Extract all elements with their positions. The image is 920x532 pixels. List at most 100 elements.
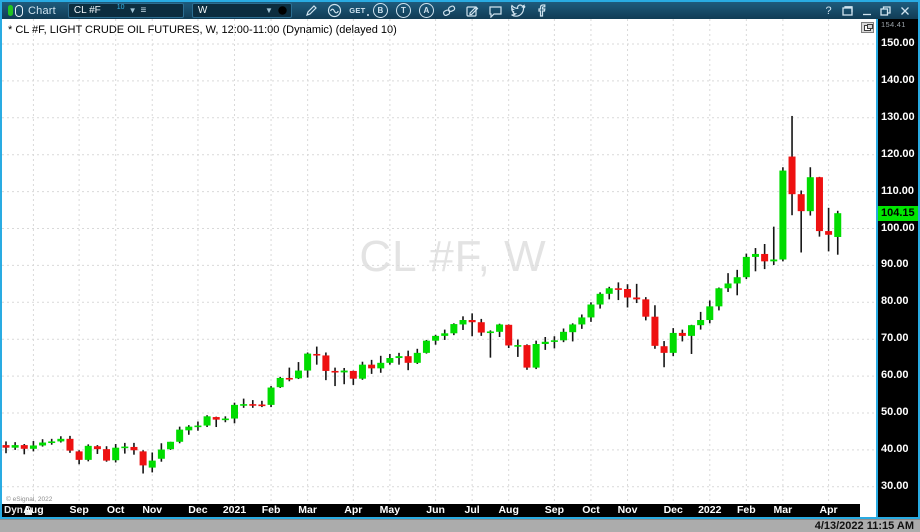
candle-body — [304, 353, 312, 371]
x-axis-label: Mar — [298, 504, 317, 516]
y-axis-label: 70.00 — [881, 332, 909, 345]
x-axis-label: May — [379, 504, 401, 516]
candle-body — [688, 325, 695, 336]
candle-body — [514, 345, 522, 347]
price-scale[interactable]: 154.41 104.15 150.00 140.00 130.00 120.00 11… — [878, 19, 918, 517]
x-axis-label: Apr — [344, 504, 363, 516]
clock-icon — [278, 6, 287, 15]
symbol-dropdown-icon[interactable]: ▼ — [128, 6, 137, 15]
candle-body — [29, 445, 37, 449]
symbol-input[interactable]: CL #F 10 ▼ ≡ — [67, 3, 184, 18]
restore-button[interactable] — [876, 3, 895, 18]
studies-wave-icon[interactable] — [323, 2, 346, 19]
candle-body — [715, 288, 723, 307]
x-axis-label: Mar — [773, 504, 793, 516]
y-axis-label: 50.00 — [881, 406, 909, 418]
x-axis-label: Aug — [498, 504, 519, 516]
x-axis-label: Dec — [188, 504, 208, 516]
candle-body — [203, 416, 211, 426]
candle-body — [103, 449, 111, 461]
minimize-button[interactable] — [857, 3, 876, 18]
close-button[interactable] — [895, 3, 914, 18]
candle-body — [605, 288, 613, 294]
dyn-label: Dyn — [4, 505, 23, 516]
time-axis[interactable]: Dyn Aug Sep Oct Nov Dec 2021 Feb Mar Apr May Jun Ju… — [2, 504, 860, 517]
candle-body — [642, 299, 650, 317]
symbol-menu-icon[interactable]: ≡ — [140, 5, 147, 16]
candlestick-chart[interactable] — [2, 19, 876, 504]
dock-button[interactable] — [838, 3, 857, 18]
candle-body — [395, 356, 403, 359]
twitter-icon[interactable] — [507, 2, 530, 19]
last-price-badge: 104.15 — [878, 205, 918, 221]
circle-b-icon[interactable]: B — [369, 2, 392, 19]
y-axis-label: 150.00 — [881, 37, 915, 49]
circle-a-icon[interactable]: A — [415, 2, 438, 19]
candle-body — [761, 253, 769, 262]
candle-body — [75, 451, 83, 460]
candle-body — [477, 322, 485, 333]
x-axis-label: Feb — [261, 504, 281, 516]
candle-body — [596, 293, 604, 305]
window-title: Chart — [28, 4, 56, 17]
chart-plot-area[interactable]: CL #F, W * CL #F, LIGHT CRUDE OIL FUTURE… — [2, 19, 876, 504]
status-datetime: 4/13/2022 11:15 AM — [814, 520, 914, 532]
interval-select[interactable]: W ▼ — [191, 3, 292, 18]
candle-body — [185, 426, 193, 431]
candle-body — [66, 438, 74, 451]
y-axis-label: 110.00 — [881, 184, 915, 197]
candle-body — [167, 441, 175, 450]
help-button[interactable]: ? — [825, 4, 832, 17]
candle-body — [724, 283, 732, 289]
candle-body — [331, 370, 339, 373]
candle-body — [212, 417, 220, 420]
chart-window: Chart CL #F 10 ▼ ≡ W ▼ GET B T A ? — [0, 0, 920, 519]
symbol-value: CL #F — [73, 5, 101, 16]
candle-body — [267, 387, 275, 405]
candle-body — [751, 253, 759, 257]
y-axis-label: 140.00 — [881, 73, 915, 86]
get-quotes-icon[interactable]: GET — [349, 6, 369, 16]
candle-body — [358, 364, 366, 379]
candle-body — [176, 429, 184, 442]
candle-body — [386, 358, 394, 363]
candle-body — [770, 259, 778, 262]
x-axis-label: Nov — [142, 504, 163, 516]
candle-body — [148, 460, 156, 468]
candle-body — [39, 442, 47, 446]
candle-body — [660, 346, 668, 353]
link-icon[interactable] — [438, 2, 461, 19]
candle-body — [441, 333, 449, 336]
draw-pencil-icon[interactable] — [300, 2, 323, 19]
candle-body — [11, 445, 19, 448]
y-axis-label: 30.00 — [881, 479, 909, 492]
x-axis-label: 2022 — [698, 504, 722, 516]
circle-t-icon[interactable]: T — [392, 2, 415, 19]
interval-value: W — [197, 5, 208, 16]
axis-right-gap — [860, 504, 876, 517]
scale-divider — [876, 19, 878, 517]
interval-dropdown-icon[interactable]: ▼ — [264, 6, 273, 15]
notes-icon[interactable] — [461, 2, 484, 19]
candle-body — [633, 297, 641, 300]
chat-icon[interactable] — [484, 2, 507, 19]
candle-body — [84, 445, 92, 460]
scale-top-value: 154.41 — [881, 20, 906, 29]
facebook-icon[interactable] — [530, 2, 553, 19]
candle-body — [468, 320, 476, 323]
y-axis-label: 100.00 — [881, 221, 915, 234]
candle-body — [249, 404, 257, 406]
x-axis-label: Apr — [819, 504, 838, 516]
candle-body — [377, 362, 385, 369]
chart-maximize-button[interactable] — [861, 22, 874, 33]
candle-body — [450, 324, 458, 334]
lock-icon — [25, 506, 32, 515]
candle-body — [779, 170, 787, 260]
chart-watermark: CL #F, W — [359, 232, 547, 281]
candle-body — [349, 370, 357, 379]
candle-body — [276, 377, 284, 388]
x-axis-label: Sep — [544, 504, 565, 516]
esignal-logo-icon — [8, 4, 23, 17]
candle-body — [834, 213, 842, 237]
y-axis-label: 60.00 — [881, 369, 909, 382]
